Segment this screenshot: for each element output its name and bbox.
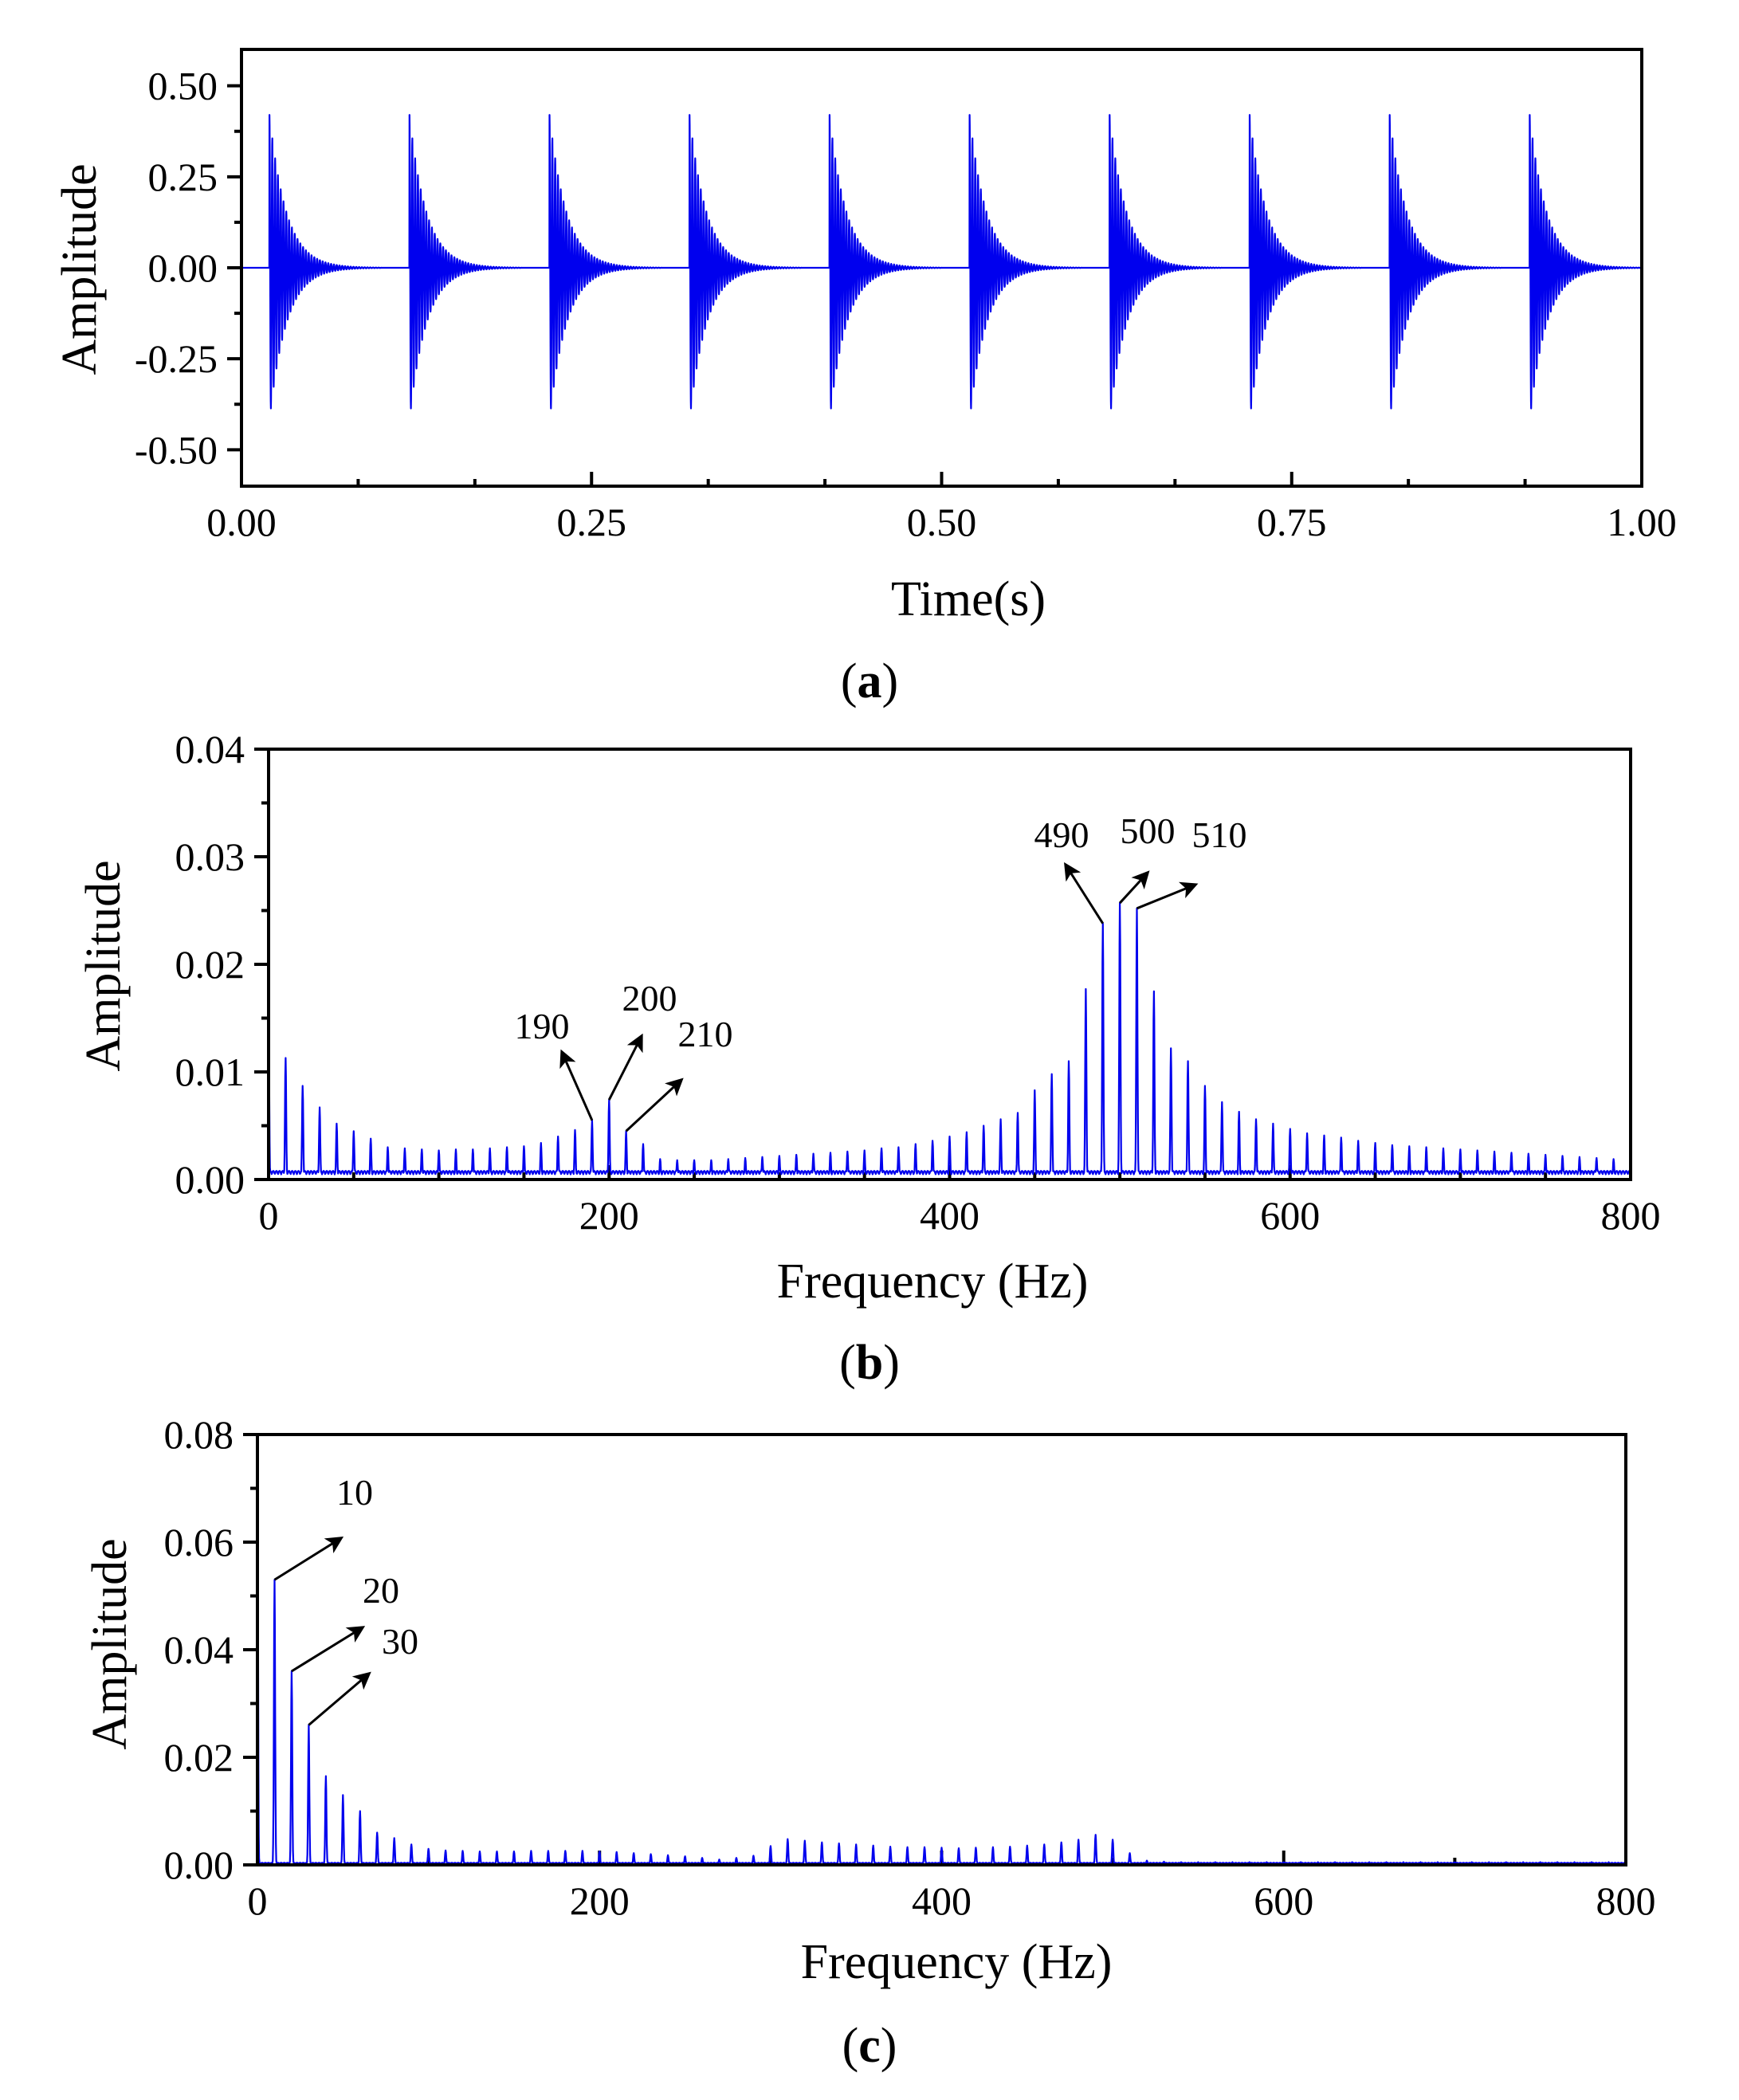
annotation-label: 10 <box>336 1472 373 1513</box>
x-tick-label: 400 <box>912 1878 972 1923</box>
panel-c-x-axis-title: Frequency (Hz) <box>801 1935 1113 1989</box>
panel-a-plot-frame <box>240 48 1643 488</box>
y-tick-label: 0.01 <box>175 1050 245 1094</box>
panel-b-y-axis-title: Amplitude <box>77 860 131 1071</box>
panel-c-plot-frame <box>256 1433 1627 1866</box>
panel-c-spectrum-trace <box>256 1461 1627 1865</box>
panel-c-x-tick-labels: 0 200 400 600 800 <box>248 1878 1656 1923</box>
panel-b-y-tick-labels: 0.00 0.01 0.02 0.03 0.04 <box>175 727 245 1202</box>
y-tick-label: 0.02 <box>175 942 245 987</box>
panel-b-label-letter: b <box>856 1336 883 1390</box>
annotation-arrow <box>1064 862 1105 924</box>
panel-c-chart: 0 200 400 600 800 0.00 0.02 0.04 0.06 0.08 10 20 3… <box>83 1412 1656 2073</box>
panel-b-chart: 0 200 400 600 800 0.00 0.01 0.02 0.03 0.04 190 20… <box>77 727 1661 1390</box>
panel-c-ticks <box>243 1433 1627 1866</box>
annotation-arrow <box>308 1671 371 1726</box>
panel-a-y-axis-title: Amplitude <box>53 163 107 375</box>
panel-b-label: (b) <box>839 1336 900 1390</box>
annotation-arrow <box>625 1077 684 1132</box>
x-tick-label: 600 <box>1260 1193 1320 1238</box>
y-tick-label: 0.50 <box>148 64 218 108</box>
y-tick-label: 0.06 <box>164 1520 234 1564</box>
annotation-label: 490 <box>1034 814 1089 855</box>
panel-c-y-tick-labels: 0.00 0.02 0.04 0.06 0.08 <box>164 1412 234 1887</box>
y-tick-label: 0.00 <box>148 245 218 290</box>
y-tick-label: 0.04 <box>175 727 245 771</box>
annotation-arrow <box>559 1049 594 1121</box>
panel-a-signal-trace <box>241 114 1643 410</box>
annotation-arrow <box>1119 870 1150 905</box>
annotation-label: 190 <box>515 1006 570 1046</box>
panel-b-ticks <box>254 748 1632 1181</box>
y-tick-label: 0.04 <box>164 1627 234 1672</box>
annotation-label: 510 <box>1192 814 1247 855</box>
panel-b-plot-frame <box>267 748 1632 1181</box>
annotation-label: 200 <box>622 978 677 1019</box>
panel-c-label: (c) <box>842 2019 897 2073</box>
y-tick-label: 0.02 <box>164 1735 234 1780</box>
panel-a-y-tick-labels: -0.50 -0.25 0.00 0.25 0.50 <box>135 64 218 473</box>
x-tick-label: 0 <box>248 1878 268 1923</box>
annotation-label: 20 <box>363 1570 399 1611</box>
panel-b-spectrum-trace <box>267 901 1632 1176</box>
x-tick-label: 200 <box>579 1193 639 1238</box>
x-tick-label: 1.00 <box>1607 500 1677 544</box>
y-tick-label: -0.50 <box>135 427 218 472</box>
panel-a-x-axis-title: Time(s) <box>891 572 1046 626</box>
y-tick-label: -0.25 <box>135 336 218 381</box>
y-tick-label: 0.00 <box>164 1843 234 1887</box>
annotation-label: 210 <box>678 1014 733 1054</box>
panel-c-annotations: 10 20 30 <box>273 1472 418 1726</box>
y-tick-label: 0.08 <box>164 1412 234 1457</box>
annotation-arrow <box>607 1033 643 1101</box>
x-tick-label: 0.50 <box>907 500 977 544</box>
x-tick-label: 0.75 <box>1257 500 1327 544</box>
x-tick-label: 800 <box>1596 1878 1656 1923</box>
annotation-arrow <box>1136 881 1199 910</box>
panel-c-label-letter: c <box>858 2019 881 2073</box>
x-tick-label: 600 <box>1254 1878 1313 1923</box>
x-tick-label: 0 <box>259 1193 279 1238</box>
panel-b-x-axis-title: Frequency (Hz) <box>777 1254 1089 1309</box>
x-tick-label: 400 <box>920 1193 979 1238</box>
y-tick-label: 0.00 <box>175 1157 245 1202</box>
x-tick-label: 200 <box>570 1878 630 1923</box>
x-tick-label: 800 <box>1601 1193 1661 1238</box>
annotation-label: 500 <box>1121 811 1176 851</box>
x-tick-label: 0.25 <box>557 500 627 544</box>
x-tick-label: 0.00 <box>206 500 277 544</box>
panel-a-chart: 0.00 0.25 0.50 0.75 1.00 -0.50-0.250.000.250… <box>53 48 1677 709</box>
annotation-arrow <box>291 1626 366 1673</box>
panel-c-y-axis-title: Amplitude <box>83 1538 137 1749</box>
panel-b-x-tick-labels: 0 200 400 600 800 <box>259 1193 1661 1238</box>
panel-a-label-letter: a <box>858 654 882 709</box>
panel-a-x-tick-labels: 0.00 0.25 0.50 0.75 1.00 <box>206 500 1677 544</box>
annotation-label: 30 <box>382 1621 418 1662</box>
y-tick-label: 0.03 <box>175 834 245 879</box>
annotation-arrow <box>273 1537 344 1581</box>
panel-a-label: (a) <box>841 654 898 709</box>
y-tick-label: 0.25 <box>148 155 218 199</box>
